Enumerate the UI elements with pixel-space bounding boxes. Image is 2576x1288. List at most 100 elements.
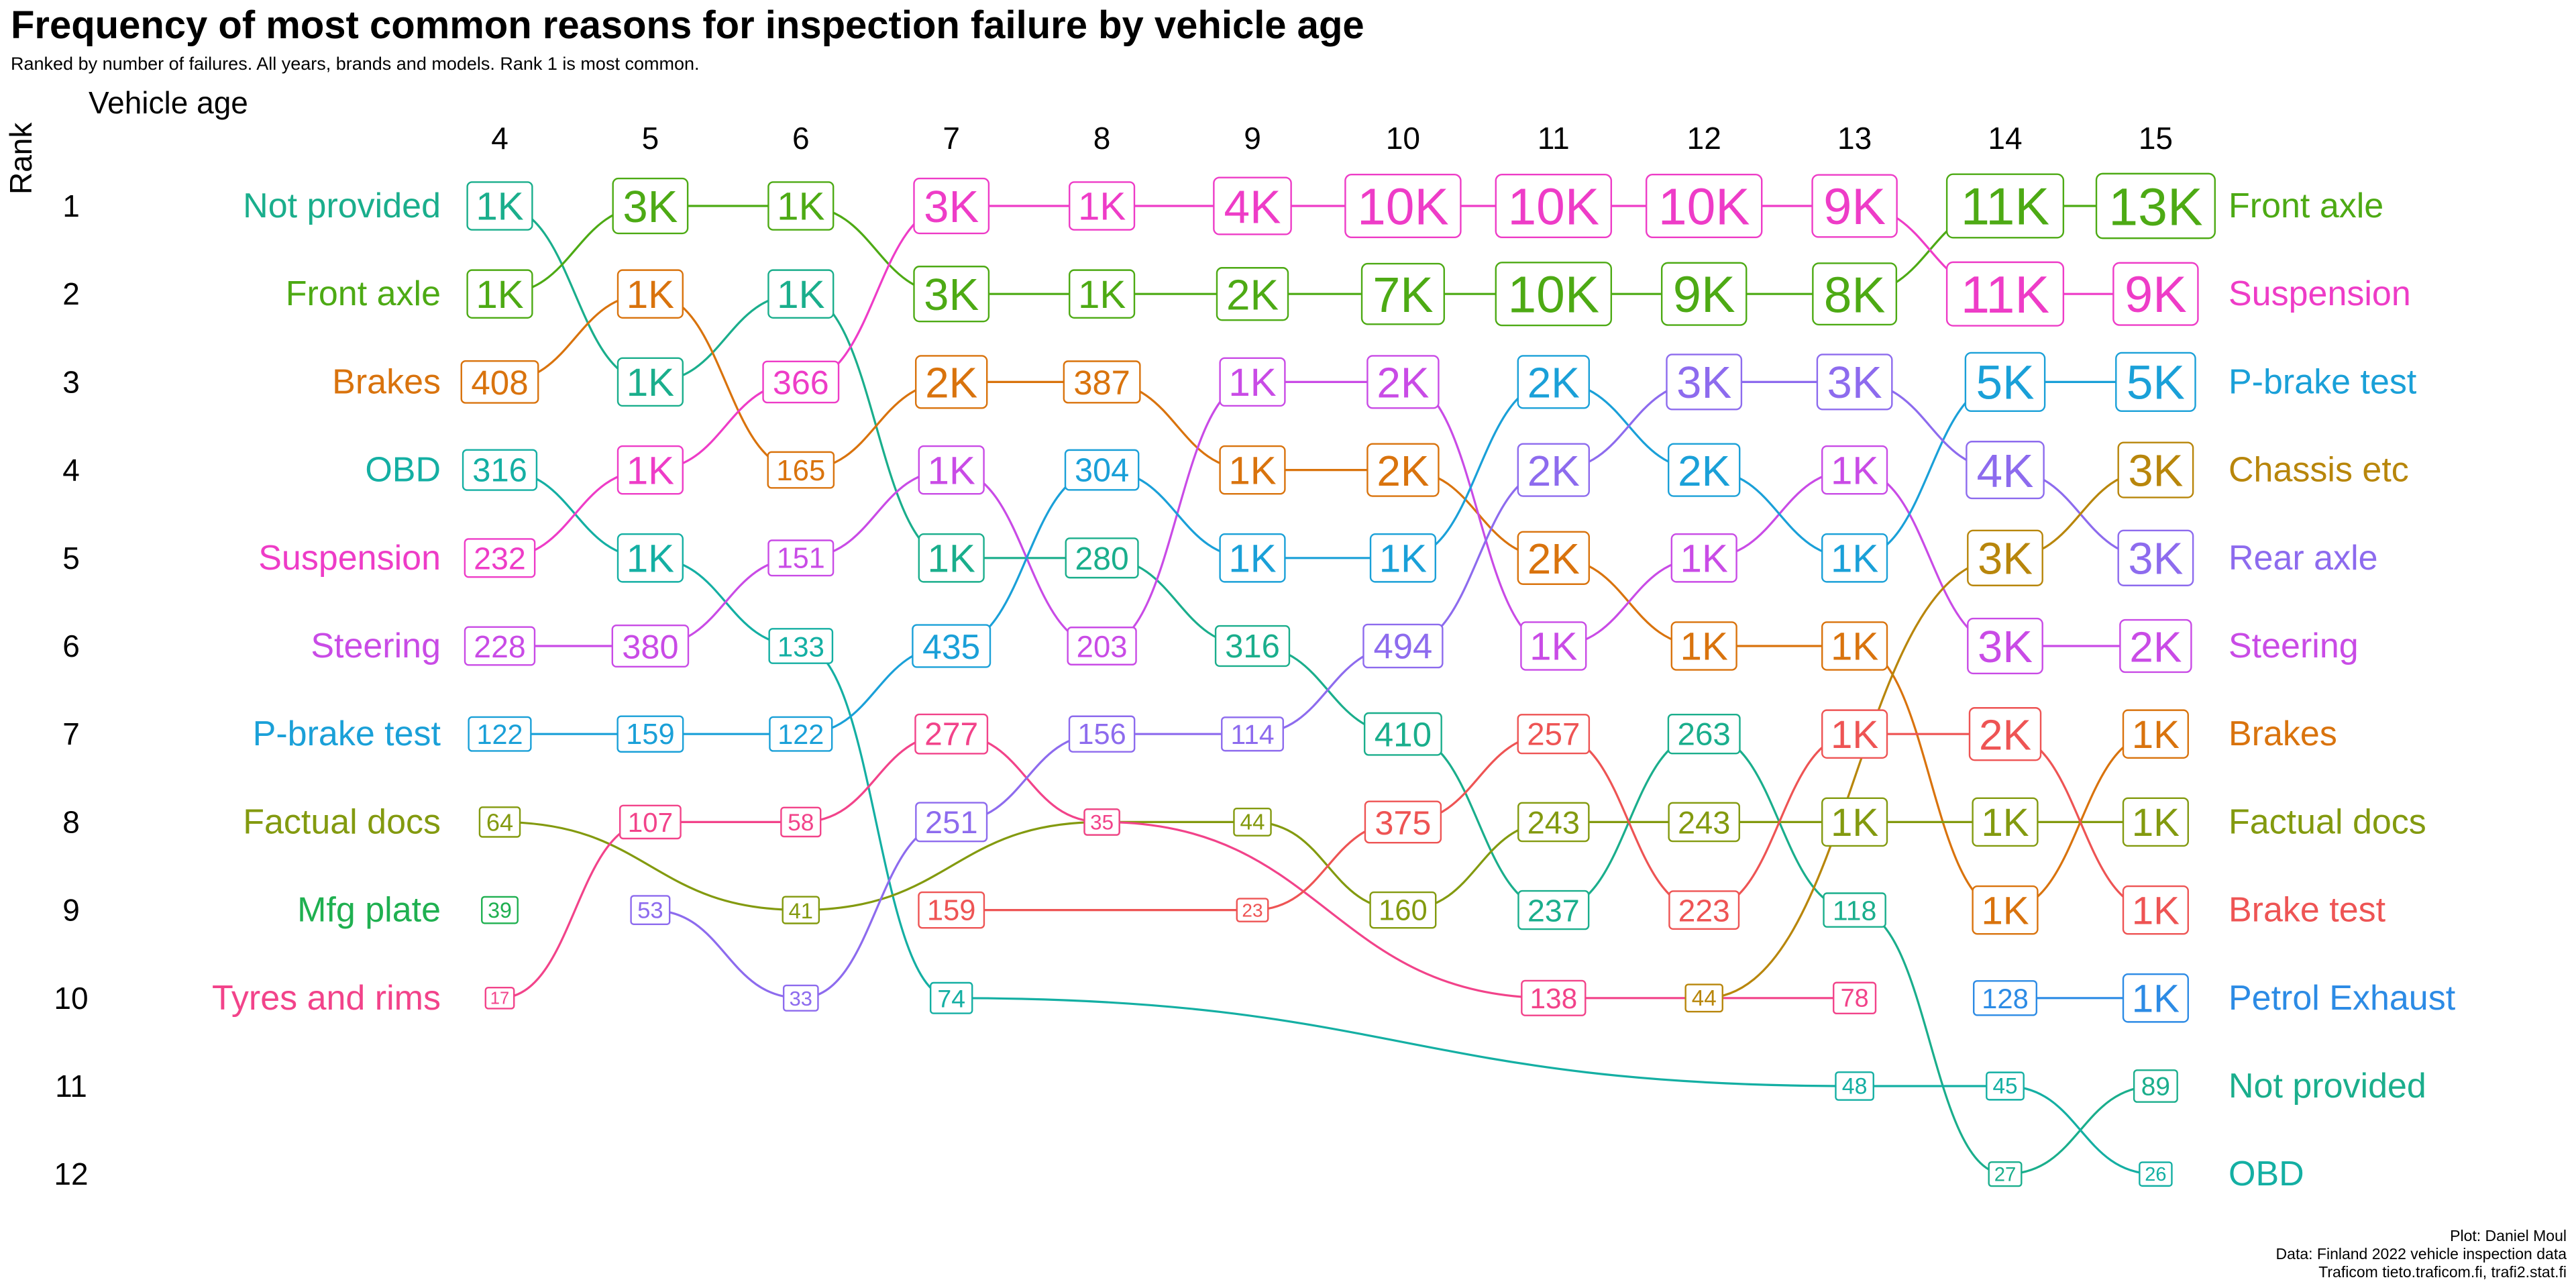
data-label: 316 (1225, 629, 1280, 665)
x-tick-label: 11 (1538, 121, 1570, 156)
caption-line: Data: Finland 2022 vehicle inspection da… (2275, 1245, 2567, 1263)
data-point: 3K (2117, 529, 2194, 586)
data-point: 1K (1821, 797, 1888, 847)
data-point: 151 (767, 539, 835, 577)
data-point-box (1645, 173, 1763, 239)
data-point-box (1811, 174, 1898, 238)
data-point: 39 (481, 896, 519, 924)
data-label: 1K (2132, 889, 2180, 932)
data-point: 44 (1684, 983, 1723, 1013)
data-point-box (2115, 352, 2196, 413)
data-point: 435 (912, 624, 991, 668)
data-label: 5K (2127, 356, 2185, 409)
data-point: 410 (1363, 712, 1442, 756)
data-point-box (1064, 449, 1140, 491)
data-point: 228 (464, 626, 536, 666)
data-point: 1K (466, 181, 533, 231)
data-point: 156 (1068, 715, 1136, 753)
data-point: 304 (1064, 449, 1140, 491)
data-point-box (1821, 533, 1888, 583)
data-point: 1K (1821, 533, 1888, 583)
data-point-box (1236, 898, 1269, 922)
data-point-box (1972, 797, 2039, 847)
y-tick-label: 10 (54, 981, 88, 1016)
data-point: 3K (1967, 617, 2043, 675)
data-label: 3K (1978, 622, 2033, 672)
data-label: 243 (1678, 805, 1730, 840)
data-label: 35 (1090, 811, 1114, 835)
data-label: 257 (1527, 717, 1580, 753)
y-tick-label: 12 (54, 1157, 88, 1191)
y-tick-label: 6 (62, 629, 80, 663)
data-label: 3K (1676, 358, 1731, 408)
data-label: 2K (1226, 270, 1279, 319)
data-label: 1K (2132, 713, 2180, 757)
data-point: 223 (1668, 890, 1740, 930)
data-point: 1K (1821, 621, 1888, 671)
data-label: 64 (486, 809, 513, 837)
data-label: 280 (1075, 541, 1128, 577)
data-point-box (462, 449, 538, 491)
data-label: 2K (925, 359, 977, 407)
data-point: 2K (1517, 443, 1591, 497)
data-label: 4K (1977, 445, 2034, 497)
data-label: 232 (474, 541, 526, 576)
data-point: 2K (1667, 443, 1741, 497)
data-point: 1K (1069, 181, 1136, 231)
data-point: 387 (1063, 360, 1141, 404)
data-label: 2K (1527, 535, 1580, 583)
y-tick-label: 2 (62, 276, 80, 311)
data-point-box (616, 715, 684, 753)
data-point-box (1362, 623, 1444, 669)
data-point-box (1364, 800, 1442, 844)
data-point-box (1670, 621, 1737, 671)
right-category-label: Steering (2229, 627, 2359, 665)
data-label: 10K (1357, 178, 1449, 236)
data-point-box (466, 269, 533, 319)
data-point: 48 (1835, 1071, 1874, 1101)
data-point-box (1964, 352, 2046, 413)
data-label: 1K (476, 273, 523, 317)
data-point-box (767, 269, 835, 319)
left-category-label: Suspension (258, 539, 441, 578)
data-point: 3K (1816, 354, 1893, 411)
x-tick-label: 12 (1687, 121, 1721, 156)
data-point: 9K (1811, 174, 1898, 238)
data-label: 1K (777, 273, 824, 317)
caption-line: Traficom tieto.traficom.fi, trafi2.stat.… (2318, 1263, 2567, 1281)
data-point: 10K (1645, 173, 1763, 239)
data-label: 1K (1078, 185, 1126, 229)
data-point: 1K (1821, 709, 1888, 759)
left-category-label: Front axle (286, 274, 441, 313)
data-point-box (1972, 885, 2039, 935)
data-point: 11K (1945, 261, 2065, 327)
right-category-label: Chassis etc (2229, 451, 2409, 490)
series-line (1704, 469, 2156, 1000)
data-label: 78 (1841, 985, 1869, 1013)
data-label: 11K (1961, 178, 2049, 236)
data-point-box (1366, 443, 1440, 497)
data-point: 1K (616, 357, 684, 407)
data-point: 1K (1069, 269, 1136, 319)
data-point-box (782, 984, 819, 1012)
data-label: 114 (1230, 719, 1274, 750)
left-category-label: OBD (365, 451, 441, 490)
data-point-box (1069, 181, 1136, 231)
data-label: 107 (628, 807, 673, 838)
data-label: 2K (1979, 710, 2031, 759)
data-point-box (1366, 355, 1440, 409)
data-point-box (1945, 261, 2065, 327)
data-point-box (1219, 533, 1286, 583)
data-point-box (918, 533, 985, 583)
data-point: 203 (1067, 627, 1137, 665)
data-point: 17 (484, 987, 515, 1010)
data-point: 2K (1968, 707, 2042, 761)
data-point-box (460, 360, 539, 404)
data-point-box (1067, 627, 1137, 665)
chart-title: Frequency of most common reasons for ins… (11, 3, 1364, 47)
data-point-box (1214, 625, 1291, 667)
data-label: 366 (773, 364, 829, 401)
data-point-box (1666, 354, 1743, 411)
data-point: 41 (782, 896, 820, 924)
x-tick-label: 6 (792, 121, 810, 156)
